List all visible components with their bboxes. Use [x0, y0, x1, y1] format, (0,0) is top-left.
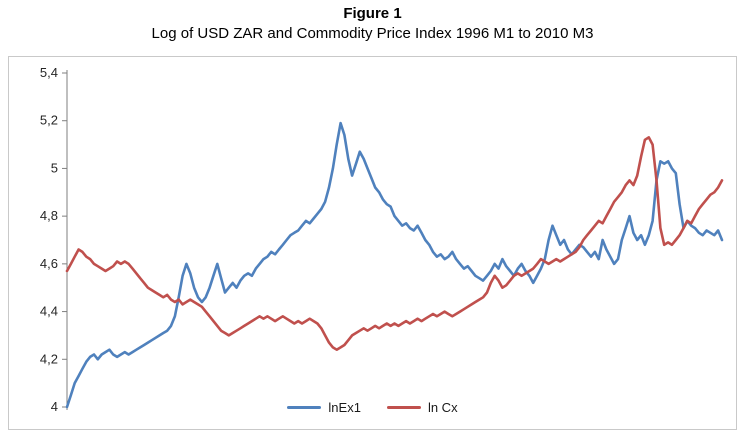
y-axis-tick-label: 5,4: [40, 65, 58, 80]
y-axis-tick-label: 4,2: [40, 351, 58, 366]
y-axis-tick-label: 5,2: [40, 113, 58, 128]
series-line-lnex1: [65, 121, 724, 409]
figure-title: Figure 1: [343, 5, 402, 22]
series-line-ln-cx: [65, 136, 724, 352]
y-axis-tick-label: 4: [51, 399, 58, 414]
y-axis-tick-label: 4,8: [40, 208, 58, 223]
figure-header: Figure 1 Log of USD ZAR and Commodity Pr…: [0, 4, 745, 44]
y-axis-tick-label: 5: [51, 160, 58, 175]
figure-subtitle: Log of USD ZAR and Commodity Price Index…: [151, 25, 594, 42]
y-axis-tick-label: 4,6: [40, 256, 58, 271]
line-chart: 5,4 5,2 5 4,8 4,6 4,4 4,2 4: [40, 65, 724, 414]
y-axis-tick-label: 4,4: [40, 304, 58, 319]
chart-area: 5,4 5,2 5 4,8 4,6 4,4 4,2 4 lnEx1 ln Cx: [8, 56, 737, 430]
